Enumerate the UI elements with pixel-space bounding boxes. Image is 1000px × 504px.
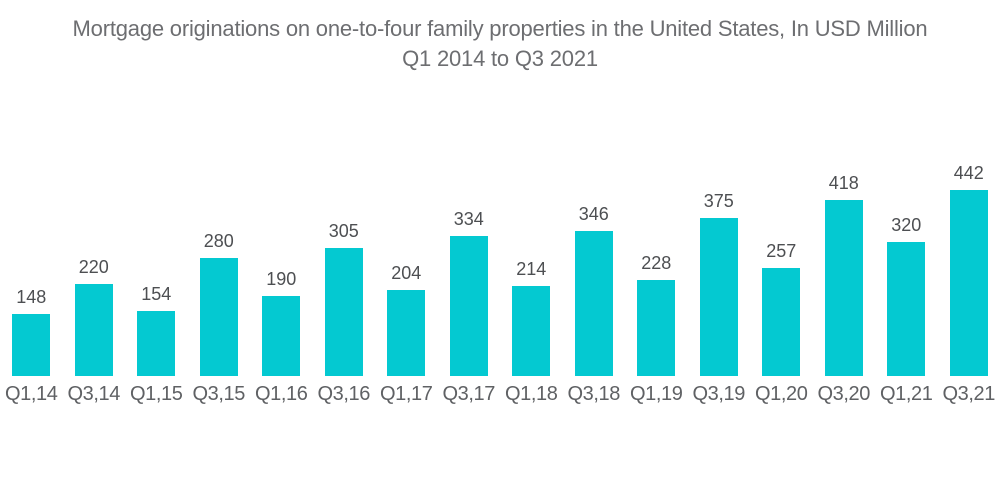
bar-column: 257 Q1,20	[750, 158, 813, 406]
bar-column: 220 Q3,14	[63, 158, 126, 406]
bar	[387, 290, 426, 376]
x-axis-label: Q3,18	[567, 383, 621, 405]
bar	[699, 218, 738, 376]
bar-column: 334 Q3,17	[438, 158, 501, 406]
bar-area: 334	[449, 158, 488, 376]
bar-area: 418	[824, 158, 863, 376]
bar-area: 257	[762, 158, 801, 376]
x-axis-label: Q1,20	[755, 383, 808, 405]
bar	[449, 236, 488, 376]
bar	[824, 200, 863, 376]
bar-value-label: 280	[203, 231, 234, 251]
bar-value-label: 214	[516, 259, 547, 279]
bar-area: 220	[74, 158, 113, 376]
bar-area: 320	[887, 158, 926, 376]
bar-area: 190	[262, 158, 301, 376]
x-axis-label: Q3,19	[692, 383, 746, 405]
bar-area: 280	[199, 158, 238, 376]
bar-value-label: 220	[78, 257, 109, 277]
bar-value-label: 228	[641, 253, 672, 273]
bar	[12, 314, 51, 376]
bar-area: 154	[137, 158, 176, 376]
bar	[137, 311, 176, 376]
bar-area: 228	[637, 158, 676, 376]
bar-value-label: 346	[578, 204, 609, 224]
x-axis-label: Q3,21	[942, 383, 996, 405]
bar	[762, 268, 801, 376]
x-axis-label: Q1,16	[255, 383, 308, 405]
bar-value-label: 154	[141, 284, 172, 304]
bar-column: 418 Q3,20	[813, 158, 876, 406]
plot-area: 148 Q1,14 220 Q3,14 154 Q1,15 280 Q3,15 …	[0, 158, 1000, 406]
bar	[199, 258, 238, 376]
bar	[887, 242, 926, 376]
bar-column: 375 Q3,19	[688, 158, 751, 406]
bar-column: 228 Q1,19	[625, 158, 688, 406]
bar-column: 442 Q3,21	[938, 158, 1000, 406]
x-axis-label: Q1,14	[5, 383, 58, 405]
bar	[512, 286, 551, 376]
bar-area: 375	[699, 158, 738, 376]
x-axis-label: Q3,20	[817, 383, 871, 405]
bar-column: 148 Q1,14	[0, 158, 63, 406]
bar-value-label: 204	[391, 263, 422, 283]
chart-title: Mortgage originations on one-to-four fam…	[0, 0, 1000, 74]
bar-value-label: 305	[328, 221, 359, 241]
bar-area: 305	[324, 158, 363, 376]
bar-area: 148	[12, 158, 51, 376]
x-axis-label: Q3,17	[442, 383, 496, 405]
x-axis-label: Q1,17	[380, 383, 433, 405]
bar-value-label: 375	[703, 191, 734, 211]
x-axis-label: Q1,15	[130, 383, 183, 405]
bar-value-label: 442	[953, 163, 984, 183]
bar	[324, 248, 363, 376]
chart-title-line1: Mortgage originations on one-to-four fam…	[72, 16, 928, 41]
x-axis-label: Q1,18	[505, 383, 558, 405]
bar-value-label: 257	[766, 241, 797, 261]
bar-column: 204 Q1,17	[375, 158, 438, 406]
bar-value-label: 320	[891, 215, 922, 235]
bar-value-label: 334	[453, 209, 484, 229]
chart-title-line2: Q1 2014 to Q3 2021	[402, 46, 598, 71]
bar-area: 214	[512, 158, 551, 376]
bar-value-label: 418	[828, 173, 859, 193]
bar-value-label: 148	[16, 287, 47, 307]
bar-column: 346 Q3,18	[563, 158, 626, 406]
bar-column: 154 Q1,15	[125, 158, 188, 406]
bar	[637, 280, 676, 376]
bar-column: 190 Q1,16	[250, 158, 313, 406]
bar	[262, 296, 301, 376]
bar-column: 214 Q1,18	[500, 158, 563, 406]
bar-column: 280 Q3,15	[188, 158, 251, 406]
bar-column: 320 Q1,21	[875, 158, 938, 406]
x-axis-label: Q3,15	[192, 383, 246, 405]
bar-area: 346	[574, 158, 613, 376]
bar	[74, 284, 113, 376]
x-axis-label: Q3,14	[67, 383, 121, 405]
bar-area: 442	[949, 158, 988, 376]
bar-area: 204	[387, 158, 426, 376]
x-axis-label: Q3,16	[317, 383, 371, 405]
bar	[949, 190, 988, 376]
bar	[574, 231, 613, 376]
x-axis-label: Q1,21	[880, 383, 933, 405]
x-axis-label: Q1,19	[630, 383, 683, 405]
bar-value-label: 190	[266, 269, 297, 289]
bar-column: 305 Q3,16	[313, 158, 376, 406]
